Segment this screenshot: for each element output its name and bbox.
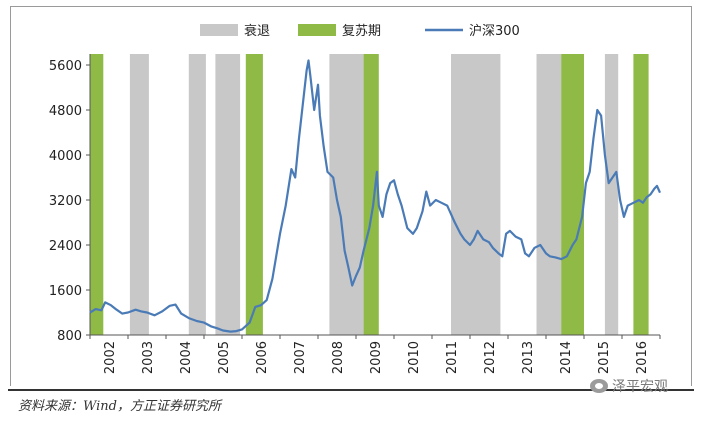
recession-band-7 [451, 54, 501, 335]
x-tick-label: 2013 [521, 341, 536, 374]
x-tick-label: 2012 [483, 341, 498, 374]
x-tick-label: 2011 [445, 341, 460, 374]
y-tick-label: 4000 [49, 149, 82, 164]
y-tick-label: 3200 [49, 194, 82, 209]
recovery-band-6 [363, 54, 379, 335]
recession-band-3 [215, 54, 241, 335]
recovery-band-11 [633, 54, 649, 335]
x-tick-label: 2009 [369, 341, 384, 374]
chart: 800 1600 2400 3200 4000 4800 5600 2002 2003 2004 2… [49, 23, 662, 374]
source-note: 资料来源：Wind，方正证券研究所 [18, 399, 221, 414]
recovery-band-9 [561, 54, 584, 335]
recession-band-8 [536, 54, 562, 335]
wechat-logo-icon [590, 379, 608, 393]
x-tick-label: 2005 [217, 341, 232, 374]
y-tick-label: 5600 [49, 59, 82, 74]
x-tick-label: 2010 [407, 341, 422, 374]
x-tick-label: 2015 [597, 341, 612, 374]
legend-label-0: 衰退 [244, 23, 270, 39]
x-tick-label: 2007 [293, 341, 308, 374]
series-layer [89, 59, 662, 333]
x-tick-label: 2008 [331, 341, 346, 374]
recession-band-10 [604, 54, 619, 335]
recovery-band-0 [90, 54, 104, 335]
series-line-hs300 [89, 59, 662, 333]
x-tick-label: 2003 [141, 341, 156, 374]
x-tick-label: 2002 [103, 341, 118, 374]
legend: 衰退 复苏期 沪深300 [200, 23, 520, 39]
recession-band-1 [129, 54, 149, 335]
legend-label-1: 复苏期 [342, 23, 381, 39]
recession-band-2 [188, 54, 206, 335]
watermark-text: 泽平宏观 [612, 379, 668, 395]
y-tick-label: 4800 [49, 104, 82, 119]
recovery-band-4 [245, 54, 263, 335]
recession-band-5 [329, 54, 364, 335]
legend-swatch-1 [298, 24, 336, 36]
x-tick-label: 2006 [255, 341, 270, 374]
bottom-rule [8, 389, 694, 391]
y-tick-label: 1600 [49, 284, 82, 299]
chart-frame [10, 6, 692, 386]
x-tick-label: 2004 [179, 341, 194, 374]
legend-label-2: 沪深300 [469, 23, 520, 39]
x-tick-label: 2016 [635, 341, 650, 374]
band-layer [90, 54, 649, 335]
axes: 800 1600 2400 3200 4000 4800 5600 2002 2003 2004 2… [49, 54, 661, 374]
legend-swatch-0 [200, 24, 238, 36]
y-tick-label: 2400 [49, 239, 82, 254]
x-tick-label: 2014 [559, 341, 574, 374]
y-tick-label: 800 [57, 329, 82, 344]
watermark: 泽平宏观 [590, 376, 668, 396]
